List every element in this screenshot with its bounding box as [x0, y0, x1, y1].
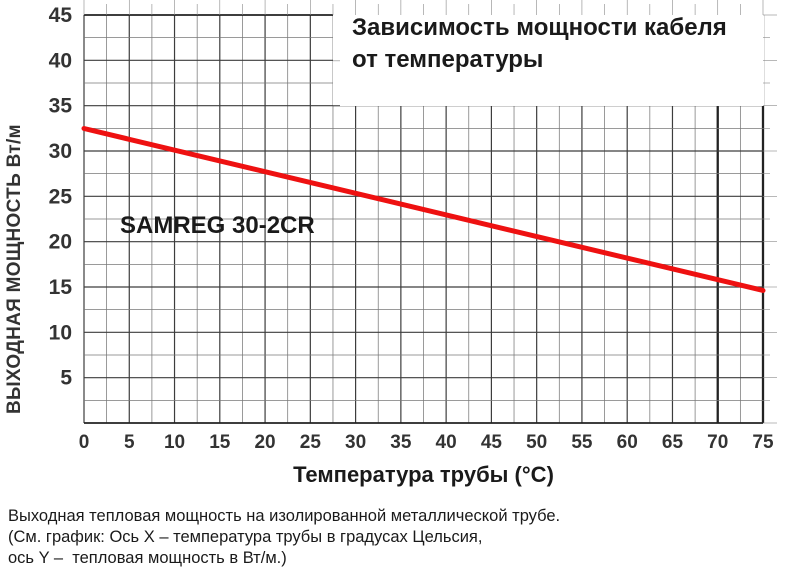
svg-text:75: 75 [752, 432, 774, 453]
svg-text:5: 5 [60, 367, 72, 390]
svg-text:45: 45 [481, 432, 503, 453]
svg-text:15: 15 [49, 276, 73, 299]
svg-text:40: 40 [49, 49, 72, 72]
svg-text:ВЫХОДНАЯ МОЩНОСТЬ Вт/м: ВЫХОДНАЯ МОЩНОСТЬ Вт/м [4, 124, 25, 414]
svg-text:Температура трубы (°C): Температура трубы (°C) [293, 462, 554, 487]
svg-text:60: 60 [617, 432, 638, 453]
svg-text:ось Y – тепловая мощность в В: ось Y – тепловая мощность в Вт/м.) [8, 549, 287, 567]
svg-text:45: 45 [49, 4, 73, 27]
svg-text:25: 25 [300, 432, 322, 453]
svg-text:25: 25 [49, 185, 73, 208]
svg-text:65: 65 [662, 432, 684, 453]
svg-text:5: 5 [124, 432, 135, 453]
svg-text:10: 10 [164, 432, 185, 453]
svg-text:20: 20 [49, 231, 72, 254]
svg-text:30: 30 [345, 432, 366, 453]
svg-text:Зависимость мощности кабеля: Зависимость мощности кабеля [352, 14, 727, 41]
svg-text:40: 40 [436, 432, 457, 453]
svg-text:10: 10 [49, 321, 72, 344]
svg-text:SAMREG 30-2CR: SAMREG 30-2CR [120, 212, 315, 239]
svg-text:55: 55 [571, 432, 593, 453]
svg-text:20: 20 [254, 432, 275, 453]
svg-text:35: 35 [390, 432, 412, 453]
svg-text:70: 70 [707, 432, 728, 453]
svg-text:Выходная тепловая мощность на: Выходная тепловая мощность на изолирован… [8, 507, 560, 525]
svg-text:30: 30 [49, 140, 72, 163]
svg-text:35: 35 [49, 95, 73, 118]
svg-text:(См. график: Ось Х – температу: (См. график: Ось Х – температура трубы в… [8, 528, 482, 546]
svg-text:от температуры: от температуры [352, 46, 543, 73]
svg-text:0: 0 [79, 432, 90, 453]
svg-text:50: 50 [526, 432, 547, 453]
svg-text:15: 15 [209, 432, 231, 453]
